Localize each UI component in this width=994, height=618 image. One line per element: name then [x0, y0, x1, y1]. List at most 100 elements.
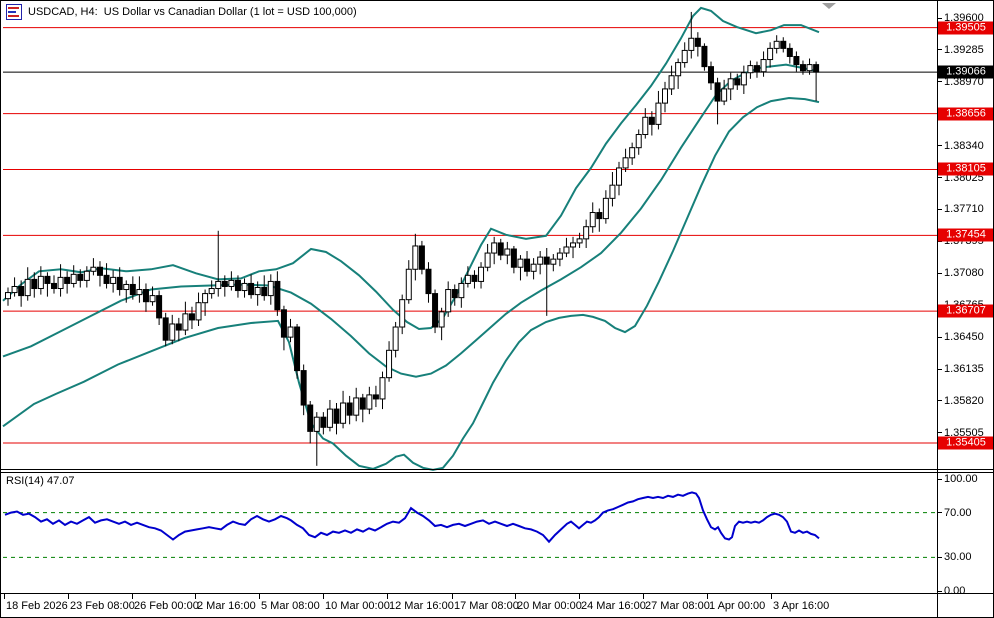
rsi-tick [937, 512, 942, 514]
candle-bearish [103, 274, 110, 284]
candle-bearish [596, 212, 603, 220]
candle-bullish [622, 157, 629, 169]
candle-bullish [11, 285, 18, 294]
price-tick-label: 1.37710 [944, 203, 984, 216]
candle-bearish [425, 268, 432, 295]
candle-bullish [366, 394, 373, 410]
candle-bullish [90, 266, 97, 272]
candle-bullish [583, 226, 590, 240]
level-price-tag[interactable]: 1.35405 [938, 436, 993, 450]
candle-bearish [280, 309, 287, 338]
candle-bullish [629, 147, 636, 159]
date-tick-label: 26 Feb 00:00 [134, 600, 199, 612]
date-tick-label: 27 Mar 08:00 [645, 600, 710, 612]
candle-bullish [478, 266, 485, 282]
candle-bullish [609, 184, 616, 199]
price-tick-label: 1.39600 [944, 12, 984, 24]
candle-bullish [576, 238, 583, 244]
level-price-tag[interactable]: 1.36707 [938, 304, 993, 318]
date-tick-label: 1 Apr 00:00 [709, 600, 766, 612]
candle-bullish [589, 212, 596, 228]
panel-splitter-top[interactable] [1, 469, 993, 470]
candle-bearish [320, 416, 327, 428]
price-tick-label: 1.36450 [944, 331, 984, 344]
candle-bearish [307, 404, 314, 432]
candle-bearish [471, 274, 478, 282]
candle-bearish [734, 78, 741, 86]
date-tick-label: 17 Mar 08:00 [454, 600, 519, 612]
price-tick [937, 177, 942, 179]
date-tick-label: 5 Mar 08:00 [261, 600, 320, 612]
candle-bullish [149, 295, 156, 303]
candle-bearish [221, 280, 228, 287]
price-tick-label: 1.38970 [944, 75, 984, 88]
price-tick [937, 432, 942, 434]
date-tick-label: 2 Mar 16:00 [197, 600, 256, 612]
price-tick [937, 81, 942, 83]
candle-bullish [767, 47, 774, 61]
bollinger-lower-band-line [2, 96, 820, 471]
candle-bullish [326, 408, 333, 428]
candle-bullish [602, 197, 609, 220]
date-tick-label: 23 Feb 08:00 [70, 600, 135, 612]
candle-bullish [727, 78, 734, 90]
candle-bullish [228, 279, 235, 287]
candle-bearish [116, 276, 123, 291]
candle-bullish [405, 268, 412, 301]
candle-bearish [346, 402, 353, 416]
candle-bullish [458, 282, 465, 299]
price-tick [937, 208, 942, 210]
panel-splitter-bottom[interactable] [1, 472, 993, 473]
price-tick [937, 272, 942, 274]
candle-bearish [156, 295, 163, 319]
time-axis-line [1, 593, 993, 594]
candle-bearish [333, 408, 340, 424]
chart-titlebar: USDCAD, H4: US Dollar vs Canadian Dollar… [6, 4, 357, 20]
candle-bullish [399, 299, 406, 328]
date-tick [707, 594, 708, 599]
candle-bullish [550, 258, 557, 265]
date-tick [452, 594, 453, 599]
candle-bearish [64, 276, 71, 284]
candle-bearish [96, 266, 103, 276]
candle-bullish [760, 59, 767, 73]
candle-bullish [563, 246, 570, 254]
candle-bullish [668, 75, 675, 90]
candle-bullish [37, 275, 44, 290]
candle-bearish [372, 394, 379, 400]
candle-bearish [793, 56, 800, 66]
price-tick [937, 368, 942, 370]
chart-shift-marker-icon[interactable] [822, 3, 836, 9]
candle-bearish [175, 323, 182, 331]
candle-bullish [287, 326, 294, 338]
level-price-tag[interactable]: 1.37454 [938, 228, 993, 242]
candle-bearish [248, 282, 255, 296]
date-tick [195, 594, 196, 599]
date-tick [643, 594, 644, 599]
rsi-tick-label: 100.00 [944, 473, 978, 485]
candle-bullish [208, 288, 215, 295]
candle-bullish [110, 276, 117, 284]
level-price-tag[interactable]: 1.38105 [938, 162, 993, 176]
candle-bullish [267, 280, 274, 297]
candle-bearish [234, 279, 241, 292]
date-tick [387, 594, 388, 599]
price-tick-label: 1.35820 [944, 394, 984, 407]
candle-bullish [353, 397, 360, 416]
candle-bullish [241, 282, 248, 292]
date-tick-label: 24 Mar 16:00 [581, 600, 646, 612]
price-tick [937, 17, 942, 19]
candle-bearish [432, 293, 439, 328]
level-price-tag[interactable]: 1.38656 [938, 107, 993, 121]
candle-bearish [648, 116, 655, 125]
level-price-tag[interactable]: 1.39505 [938, 21, 993, 35]
candle-bullish [379, 377, 386, 400]
candle-bullish [340, 402, 347, 424]
date-tick [771, 594, 772, 599]
candle-bullish [24, 278, 31, 297]
candle-bullish [195, 302, 202, 321]
rsi-tick-label: 70.00 [944, 506, 972, 519]
candle-bearish [44, 275, 51, 284]
candle-bullish [136, 289, 143, 296]
